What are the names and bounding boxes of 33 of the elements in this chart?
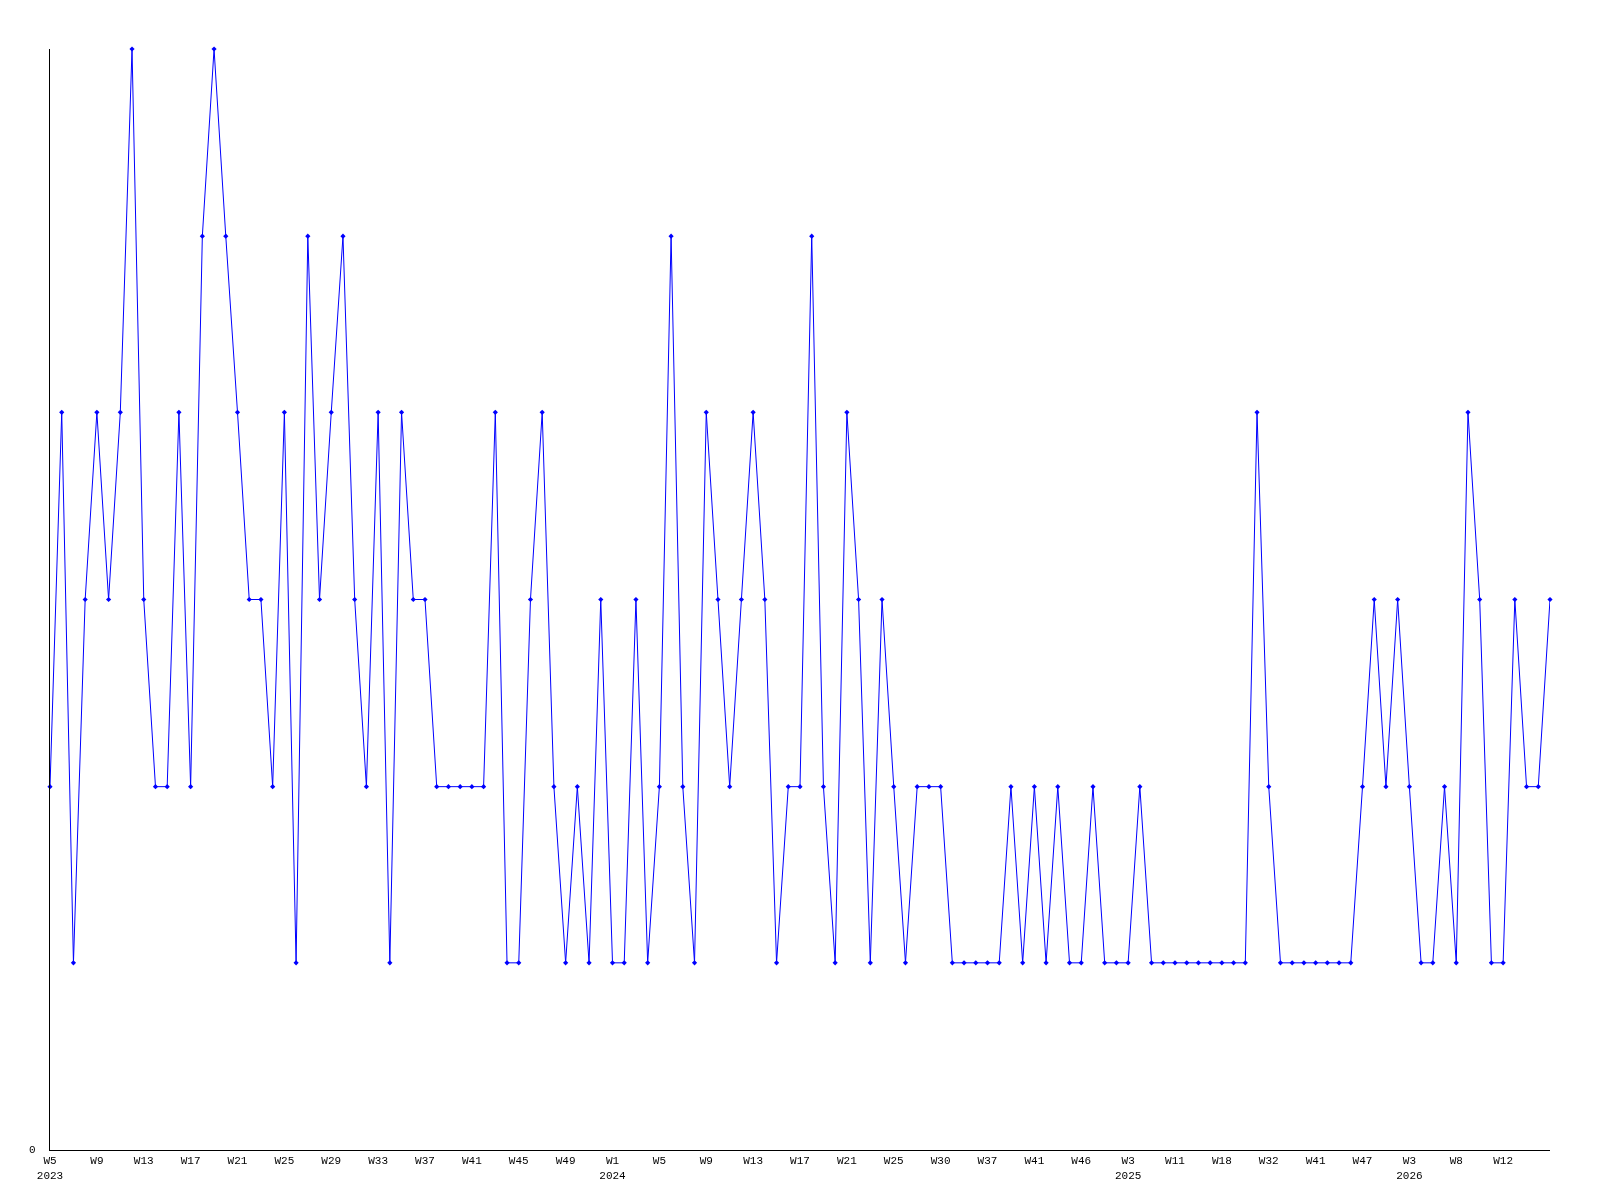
x-tick-label: W12	[1493, 1155, 1514, 1168]
x-tick-label: W21	[227, 1155, 248, 1168]
x-tick-label: W3 2026	[1396, 1155, 1423, 1182]
text: 0	[29, 1144, 36, 1156]
x-tick-label: W41	[1305, 1155, 1326, 1168]
x-tick-label: W18	[1211, 1155, 1232, 1168]
x-tick-label: W29	[321, 1155, 342, 1168]
x-tick-label: W33	[368, 1155, 389, 1168]
x-tick-label: W21	[836, 1155, 858, 1168]
x-tick-label: W37	[977, 1155, 998, 1168]
x-tick-label: W32	[1258, 1155, 1279, 1168]
x-tick-label: W46	[1071, 1155, 1092, 1168]
x-tick-label: W41	[1024, 1155, 1045, 1168]
x-tick-label: W9	[90, 1155, 104, 1168]
x-tick-label: W49	[555, 1155, 576, 1168]
x-tick-label: W5	[652, 1155, 666, 1168]
x-tick-label: W25	[883, 1155, 904, 1168]
x-tick-label: W37	[415, 1155, 435, 1168]
x-tick-label: W13	[743, 1155, 764, 1168]
x-tick-label: W13	[133, 1155, 154, 1168]
x-tick-label: W17	[790, 1155, 810, 1168]
x-tick-label: W5 2023	[36, 1155, 64, 1182]
x-tick-label: W9	[699, 1155, 713, 1168]
x-tick-label: W3 2025	[1114, 1155, 1142, 1182]
x-tick-label: W11	[1165, 1155, 1186, 1168]
x-tick-label: W41	[461, 1155, 483, 1168]
x-tick-label: W1 2024	[599, 1155, 627, 1182]
x-tick-label: W25	[274, 1155, 295, 1168]
x-tick-label: W45	[508, 1155, 529, 1168]
x-tick-label: W17	[180, 1155, 201, 1168]
x-tick-label: W8	[1449, 1155, 1463, 1168]
x-tick-label: W47	[1352, 1155, 1373, 1168]
x-tick-label: W30	[930, 1155, 951, 1168]
